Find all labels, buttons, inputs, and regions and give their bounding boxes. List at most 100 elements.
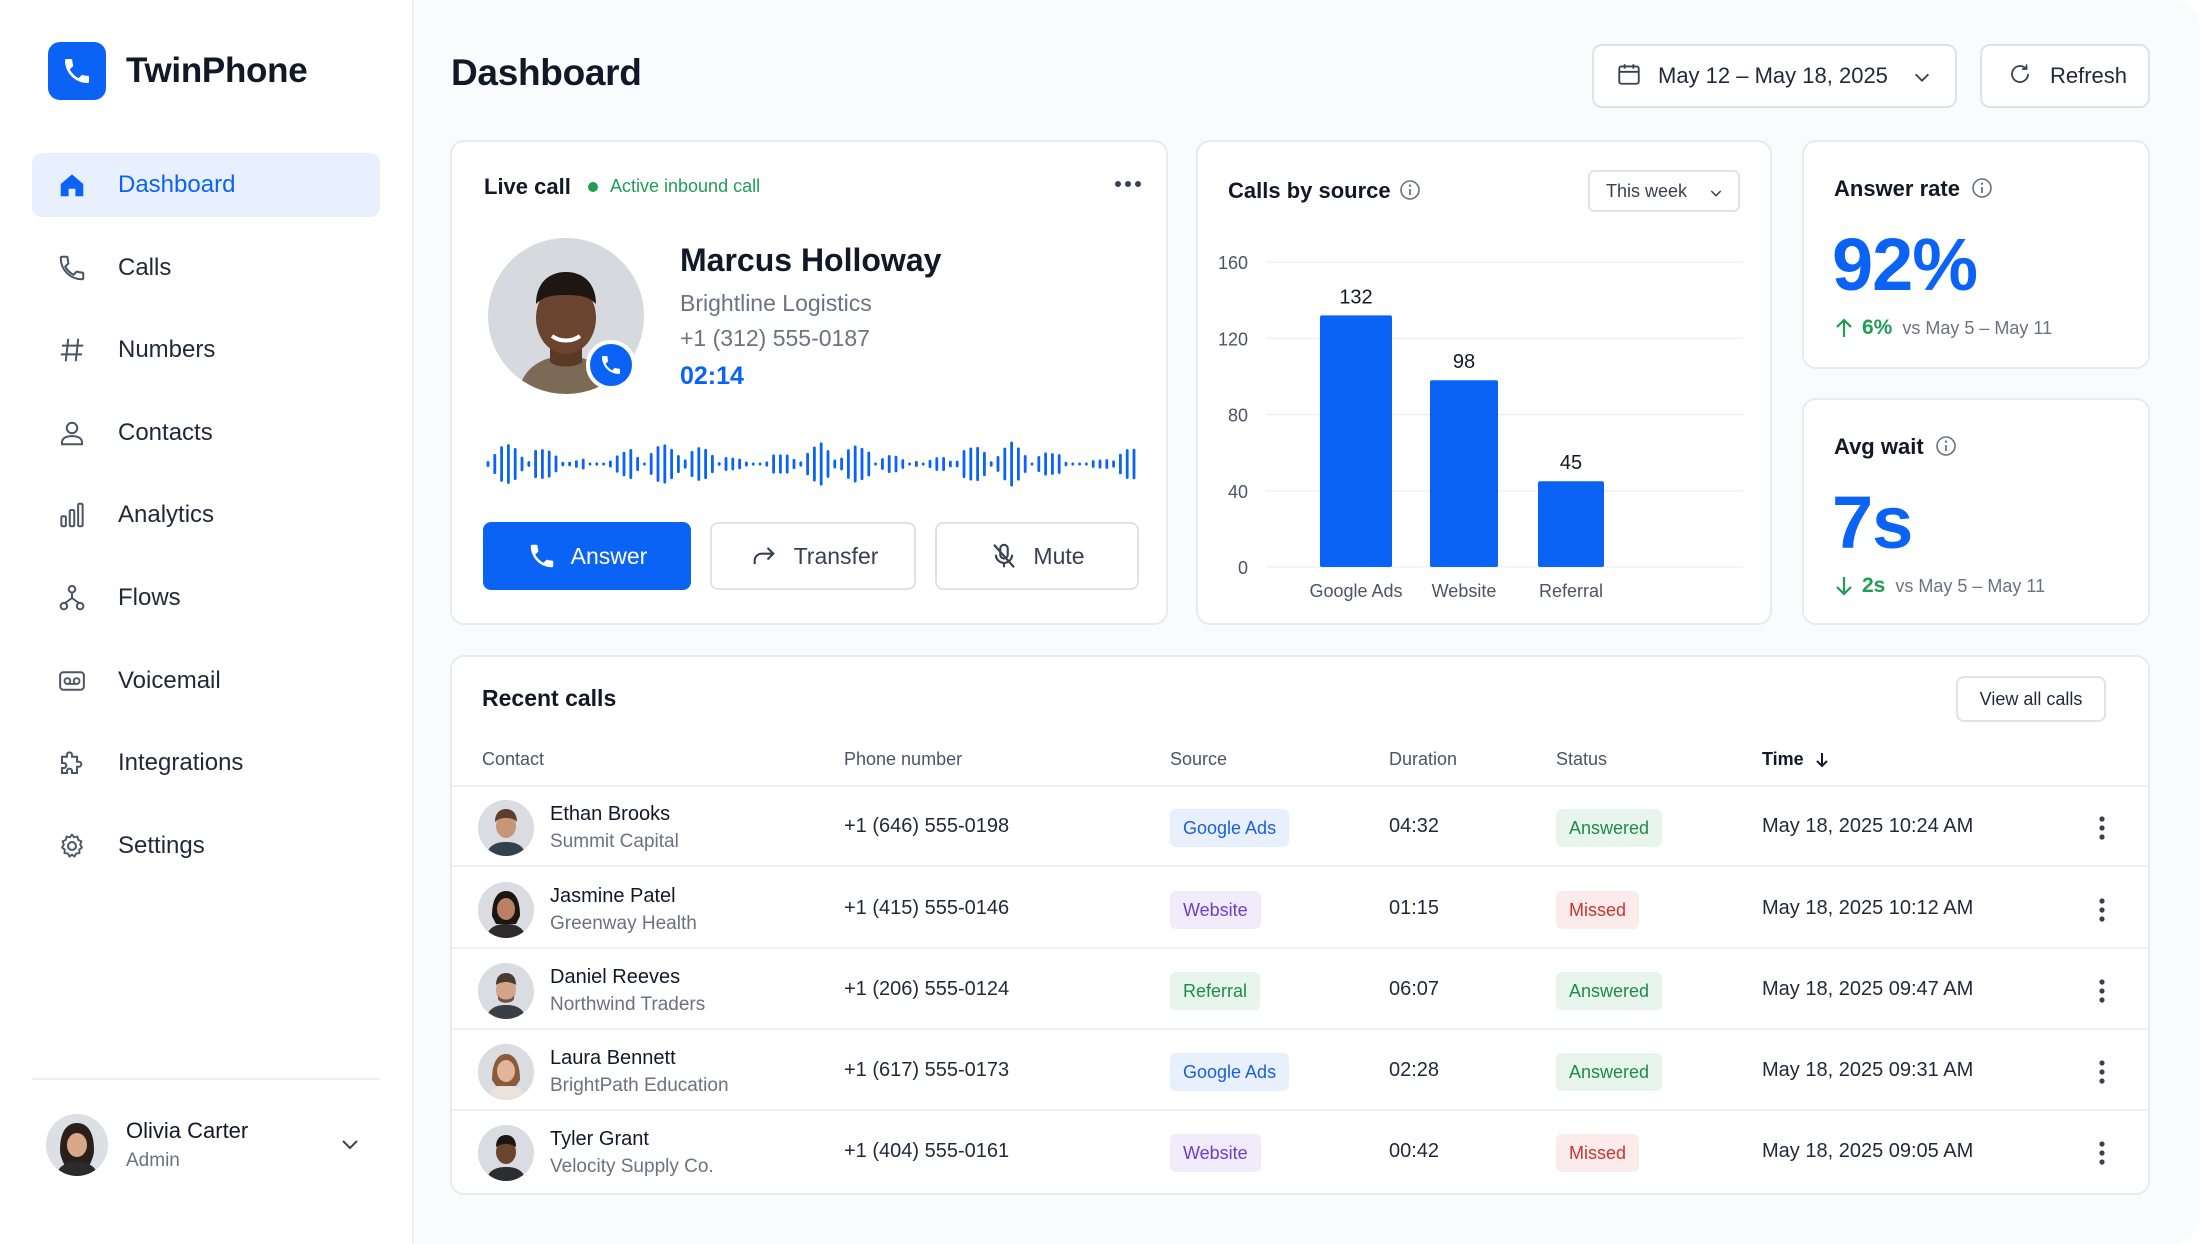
bar-website[interactable] (1430, 380, 1498, 567)
waveform-bar (670, 448, 673, 480)
y-tick-label: 80 (1228, 406, 1248, 426)
column-header-duration[interactable]: Duration (1389, 749, 1458, 769)
sidebar-item-voicemail[interactable]: Voicemail (32, 649, 380, 713)
call-time: May 18, 2025 10:24 AM (1762, 815, 1974, 837)
waveform-bar (690, 450, 694, 478)
waveform-bar (996, 456, 1000, 472)
sidebar-item-dashboard[interactable]: Dashboard (32, 153, 380, 217)
avg-wait-title: Avg wait (1834, 434, 1924, 459)
column-header-status[interactable]: Status (1556, 749, 1608, 769)
table-row[interactable]: Laura Bennett BrightPath Education +1 (6… (452, 1031, 2150, 1111)
waveform-bar (1037, 456, 1041, 472)
contact-company: Summit Capital (550, 831, 679, 852)
transfer-arrow-icon (753, 547, 775, 565)
call-duration: 04:32 (1389, 815, 1440, 837)
call-duration: 02:28 (1389, 1059, 1440, 1081)
waveform-bar (663, 444, 667, 484)
phone-icon (530, 544, 553, 568)
column-header-time-label: Time (1762, 749, 1804, 769)
answer-rate-card: Answer rate 92% 6% vs May 5 – May 11 (1802, 140, 2150, 369)
sidebar-item-label: Voicemail (118, 666, 221, 694)
source-badge: Website (1170, 1134, 1261, 1172)
row-more-button[interactable] (2088, 811, 2116, 845)
table-header-divider (452, 785, 2150, 787)
column-header-contact[interactable]: Contact (482, 749, 545, 769)
sidebar-item-contacts[interactable]: Contacts (32, 401, 380, 465)
refresh-button[interactable]: Refresh (1980, 44, 2150, 108)
status-badge: Missed (1556, 891, 1640, 929)
answer-rate-delta: 6% vs May 5 – May 11 (1834, 316, 2052, 340)
answer-rate-value: 92% (1832, 223, 1978, 306)
user-menu[interactable]: Olivia Carter Admin (46, 1112, 376, 1178)
table-row[interactable]: Daniel Reeves Northwind Traders +1 (206)… (452, 950, 2150, 1030)
table-row[interactable]: Ethan Brooks Summit Capital +1 (646) 555… (452, 787, 2150, 867)
user-role: Admin (126, 1150, 180, 1171)
answer-button[interactable]: Answer (483, 522, 691, 590)
sidebar-item-calls[interactable]: Calls (32, 236, 380, 300)
more-vertical-icon (2099, 979, 2105, 1003)
sidebar-item-integrations[interactable]: Integrations (32, 731, 380, 795)
mute-button[interactable]: Mute (935, 522, 1139, 590)
table-row[interactable]: Jasmine Patel Greenway Health +1 (415) 5… (452, 869, 2150, 949)
sidebar-item-flows[interactable]: Flows (32, 566, 380, 630)
waveform-bar (1057, 454, 1061, 474)
phone-number: +1 (415) 555-0146 (844, 897, 1010, 919)
column-header-time[interactable]: Time (1762, 749, 1830, 770)
row-more-button[interactable] (2088, 893, 2116, 927)
sidebar-item-settings[interactable]: Settings (32, 814, 380, 878)
waveform-bar (1112, 460, 1115, 468)
transfer-button[interactable]: Transfer (710, 522, 916, 590)
waveform-bar (513, 448, 517, 480)
sidebar-item-label: Numbers (118, 336, 216, 364)
waveform-bar (1071, 462, 1075, 466)
contact-name[interactable]: Tyler Grant (550, 1128, 649, 1150)
waveform-bar (847, 449, 850, 479)
waveform-bar (949, 460, 952, 468)
y-tick-label: 160 (1218, 253, 1248, 273)
sidebar-item-numbers[interactable]: Numbers (32, 318, 380, 382)
contact-name[interactable]: Jasmine Patel (550, 885, 676, 907)
waveform-bar (867, 451, 871, 477)
row-divider (452, 1028, 2150, 1030)
waveform-bar (1119, 453, 1122, 475)
info-icon[interactable] (1970, 176, 1994, 205)
brand[interactable]: TwinPhone (48, 42, 308, 100)
avg-wait-value: 7s (1832, 481, 1913, 564)
waveform-bar (826, 450, 830, 478)
info-icon[interactable] (1398, 178, 1422, 207)
waveform-bar (819, 442, 823, 486)
waveform-bar (1105, 459, 1109, 469)
row-more-button[interactable] (2088, 1136, 2116, 1170)
waveform-bar (724, 457, 728, 471)
sidebar-nav: Dashboard Calls Numbers Contacts (32, 153, 380, 896)
sidebar-divider (32, 1078, 380, 1080)
sidebar: TwinPhone Dashboard Calls Numbers (0, 0, 414, 1244)
period-select[interactable]: This week (1588, 170, 1740, 212)
table-row[interactable]: Tyler Grant Velocity Supply Co. +1 (404)… (452, 1112, 2150, 1192)
waveform-bar (500, 446, 503, 482)
sidebar-item-analytics[interactable]: Analytics (32, 483, 380, 547)
contact-name[interactable]: Daniel Reeves (550, 966, 681, 988)
row-more-button[interactable] (2088, 974, 2116, 1008)
view-all-calls-button[interactable]: View all calls (1956, 676, 2106, 722)
waveform-bar (881, 458, 884, 470)
column-header-phone[interactable]: Phone number (844, 749, 963, 769)
contact-name[interactable]: Laura Bennett (550, 1047, 676, 1069)
contact-company: Greenway Health (550, 913, 697, 934)
info-icon[interactable] (1934, 434, 1958, 463)
row-more-button[interactable] (2088, 1055, 2116, 1089)
call-duration: 00:42 (1389, 1140, 1440, 1162)
bar-google-ads[interactable] (1320, 315, 1392, 567)
column-header-source[interactable]: Source (1170, 749, 1228, 769)
bar-referral[interactable] (1538, 481, 1604, 567)
x-tick-label: Website (1432, 581, 1497, 601)
date-range-picker[interactable]: May 12 – May 18, 2025 (1592, 44, 1957, 108)
contact-name[interactable]: Ethan Brooks (550, 803, 671, 825)
waveform-bar (568, 461, 571, 467)
waveform-bar (697, 447, 701, 481)
bar-value-label: 132 (1339, 286, 1372, 308)
waveform-bar (921, 462, 925, 466)
more-options-button[interactable] (1108, 172, 1148, 196)
waveform-bar (894, 455, 898, 473)
